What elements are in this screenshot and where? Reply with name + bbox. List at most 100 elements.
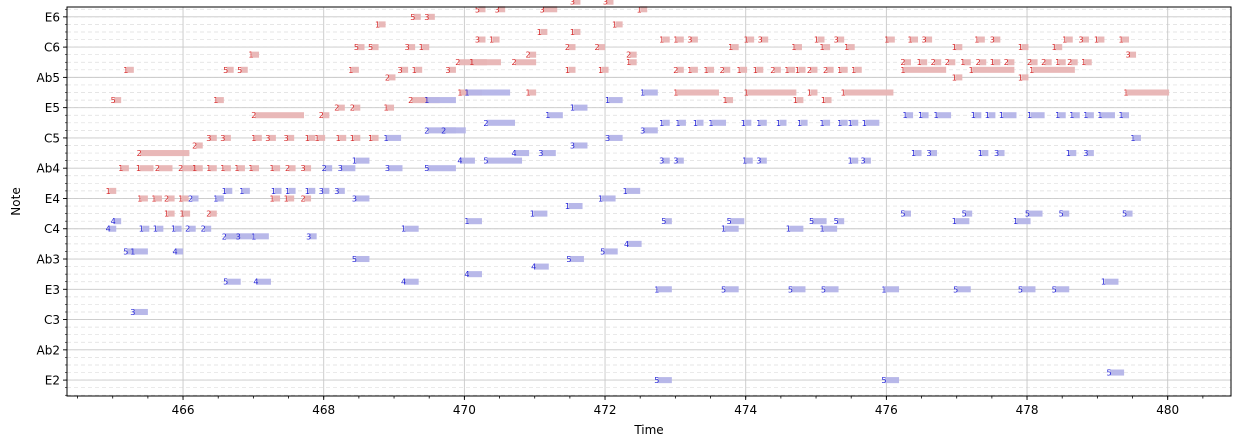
right-hand-note bbox=[478, 6, 486, 13]
right-hand-note bbox=[427, 13, 435, 20]
finger-label: 1 bbox=[457, 89, 462, 98]
right-hand-note bbox=[226, 66, 234, 73]
right-hand-note bbox=[826, 66, 834, 73]
right-hand-note bbox=[422, 44, 430, 51]
right-hand-note bbox=[529, 89, 537, 96]
left-hand-note bbox=[204, 225, 212, 232]
finger-label: 1 bbox=[222, 187, 227, 196]
finger-label: 1 bbox=[305, 134, 310, 143]
finger-label: 5 bbox=[483, 157, 488, 166]
left-hand-note bbox=[601, 195, 616, 202]
finger-label: 3 bbox=[756, 157, 761, 166]
finger-label: 1 bbox=[742, 157, 747, 166]
right-hand-note bbox=[209, 134, 217, 141]
y-tick-label: E5 bbox=[45, 101, 60, 115]
left-hand-note bbox=[388, 165, 403, 172]
right-hand-note bbox=[353, 104, 361, 111]
right-hand-note bbox=[401, 66, 409, 73]
finger-label: 2 bbox=[192, 141, 197, 150]
finger-label: 1 bbox=[1118, 36, 1123, 45]
finger-label: 3 bbox=[1125, 51, 1130, 60]
right-hand-note bbox=[1058, 59, 1066, 66]
right-hand-note bbox=[268, 134, 276, 141]
right-hand-note bbox=[837, 36, 845, 43]
right-hand-note bbox=[413, 13, 421, 20]
finger-label: 1 bbox=[598, 66, 603, 75]
finger-label: 3 bbox=[673, 157, 678, 166]
left-hand-note bbox=[515, 150, 530, 157]
right-hand-note bbox=[140, 195, 148, 202]
right-hand-note bbox=[411, 97, 440, 104]
right-hand-note bbox=[963, 59, 971, 66]
right-hand-note bbox=[181, 195, 189, 202]
finger-label: 2 bbox=[526, 51, 531, 60]
finger-label: 3 bbox=[300, 164, 305, 173]
left-hand-note bbox=[851, 119, 859, 126]
finger-label: 2 bbox=[1041, 58, 1046, 67]
right-hand-note bbox=[304, 165, 312, 172]
finger-label: 1 bbox=[530, 210, 535, 219]
left-hand-note bbox=[627, 240, 642, 247]
finger-label: 2 bbox=[931, 58, 936, 67]
finger-label: 3 bbox=[570, 0, 575, 7]
finger-label: 2 bbox=[322, 164, 327, 173]
finger-label: 1 bbox=[807, 89, 812, 98]
finger-label: 5 bbox=[727, 217, 732, 226]
finger-label: 1 bbox=[903, 111, 908, 120]
left-hand-note bbox=[863, 157, 871, 164]
finger-label: 5 bbox=[654, 376, 659, 385]
left-hand-note bbox=[142, 225, 150, 232]
finger-label: 2 bbox=[222, 232, 227, 241]
finger-label: 1 bbox=[118, 164, 123, 173]
finger-label: 2 bbox=[823, 66, 828, 75]
finger-label: 1 bbox=[1018, 73, 1023, 82]
left-hand-note bbox=[608, 97, 623, 104]
finger-label: 1 bbox=[248, 164, 253, 173]
left-hand-note bbox=[937, 112, 952, 119]
finger-label: 1 bbox=[1055, 58, 1060, 67]
finger-label: 1 bbox=[952, 43, 957, 52]
finger-label: 1 bbox=[659, 36, 664, 45]
finger-label: 1 bbox=[424, 96, 429, 105]
finger-label: 1 bbox=[383, 104, 388, 113]
left-hand-note bbox=[1055, 286, 1070, 293]
right-hand-note bbox=[977, 36, 985, 43]
right-hand-note bbox=[690, 36, 698, 43]
right-hand-note bbox=[139, 165, 154, 172]
x-tick-label: 468 bbox=[312, 403, 335, 417]
finger-label: 1 bbox=[545, 111, 550, 120]
right-hand-note bbox=[798, 66, 806, 73]
finger-label: 3 bbox=[603, 0, 608, 7]
finger-label: 1 bbox=[469, 58, 474, 67]
finger-label: 1 bbox=[654, 285, 659, 294]
finger-label: 1 bbox=[744, 36, 749, 45]
left-hand-note bbox=[242, 187, 250, 194]
finger-label: 2 bbox=[441, 126, 446, 135]
finger-label: 1 bbox=[153, 225, 158, 234]
right-hand-note bbox=[126, 66, 134, 73]
left-hand-note bbox=[387, 134, 402, 141]
right-hand-note bbox=[183, 210, 191, 217]
finger-label: 1 bbox=[821, 96, 826, 105]
finger-label: 1 bbox=[881, 285, 886, 294]
finger-label: 2 bbox=[164, 194, 169, 203]
left-hand-note bbox=[309, 233, 317, 240]
finger-label: 1 bbox=[1069, 111, 1074, 120]
left-hand-note bbox=[643, 127, 658, 134]
finger-label: 1 bbox=[1097, 111, 1102, 120]
right-hand-note bbox=[140, 150, 190, 157]
right-hand-note bbox=[318, 134, 326, 141]
finger-label: 1 bbox=[352, 157, 357, 166]
left-hand-note bbox=[404, 225, 419, 232]
right-hand-note bbox=[993, 36, 1001, 43]
finger-label: 1 bbox=[1055, 111, 1060, 120]
right-hand-note bbox=[308, 134, 316, 141]
right-hand-note bbox=[972, 66, 1015, 73]
finger-label: 2 bbox=[251, 111, 256, 120]
finger-label: 2 bbox=[424, 126, 429, 135]
finger-label: 1 bbox=[305, 187, 310, 196]
finger-label: 1 bbox=[270, 194, 275, 203]
finger-label: 2 bbox=[185, 225, 190, 234]
left-hand-note bbox=[541, 150, 556, 157]
finger-label: 3 bbox=[640, 126, 645, 135]
